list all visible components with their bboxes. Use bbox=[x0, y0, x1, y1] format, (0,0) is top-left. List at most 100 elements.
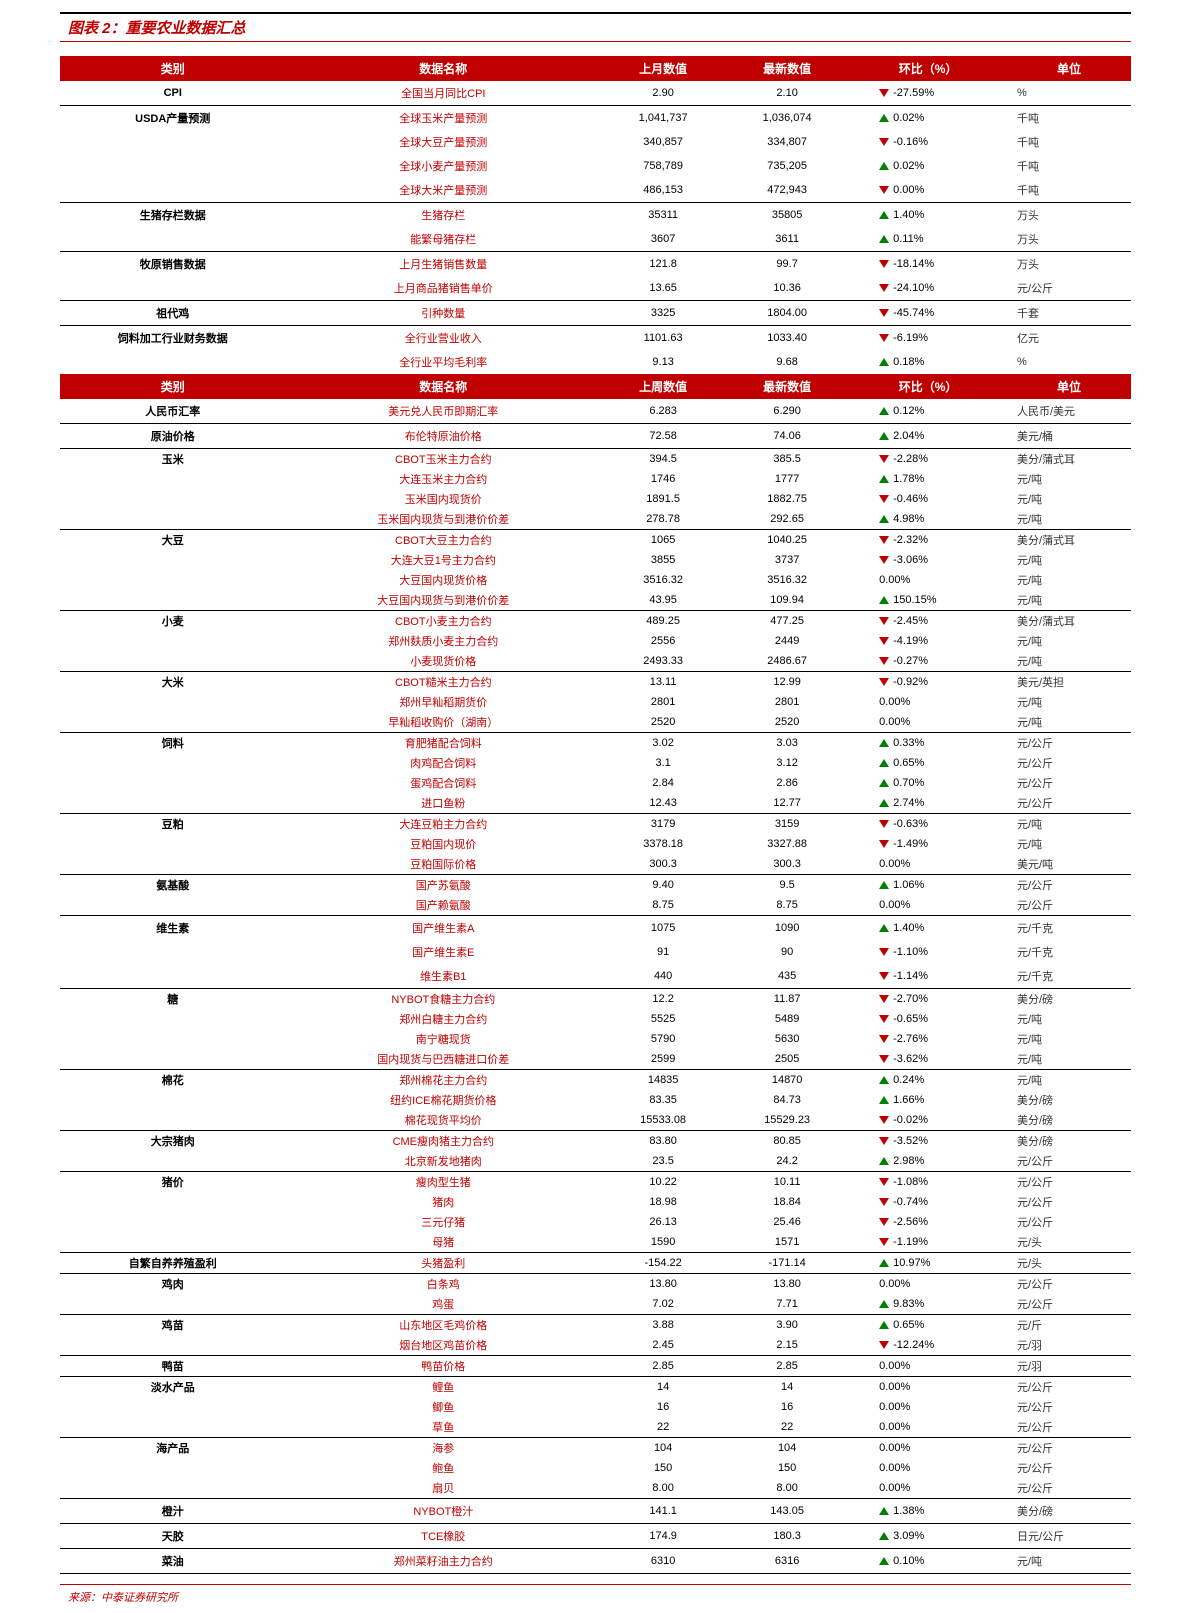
cell-name: 小麦现货价格 bbox=[285, 651, 601, 672]
table-row: 大连玉米主力合约174617771.78%元/吨 bbox=[60, 469, 1131, 489]
table-body-1: CPI全国当月同比CPI2.902.10-27.59%%USDA产量预测全球玉米… bbox=[60, 81, 1131, 374]
cell-new: 3.12 bbox=[725, 753, 849, 773]
cell-unit: 元/千克 bbox=[1007, 916, 1131, 941]
triangle-up-icon bbox=[879, 799, 889, 807]
cell-change: -2.45% bbox=[849, 611, 1007, 632]
cell-category: 维生素 bbox=[60, 916, 285, 941]
triangle-down-icon bbox=[879, 637, 889, 645]
header-unit-2: 单位 bbox=[1007, 374, 1131, 399]
cell-new: 3737 bbox=[725, 550, 849, 570]
cell-prev: 6310 bbox=[601, 1549, 725, 1574]
cell-name: 猪肉 bbox=[285, 1192, 601, 1212]
header-unit: 单位 bbox=[1007, 56, 1131, 81]
cell-change: -3.06% bbox=[849, 550, 1007, 570]
cell-change-value: -45.74% bbox=[893, 307, 934, 319]
cell-new: 2.15 bbox=[725, 1335, 849, 1356]
table-row: 猪价瘦肉型生猪10.2210.11-1.08%元/公斤 bbox=[60, 1172, 1131, 1193]
cell-unit: 元/公斤 bbox=[1007, 1417, 1131, 1438]
cell-new: 3.90 bbox=[725, 1315, 849, 1336]
cell-unit: 美元/英担 bbox=[1007, 672, 1131, 693]
cell-prev: 3179 bbox=[601, 814, 725, 835]
triangle-up-icon bbox=[879, 1259, 889, 1267]
table-row: 大米CBOT糙米主力合约13.1112.99-0.92%美元/英担 bbox=[60, 672, 1131, 693]
cell-category bbox=[60, 895, 285, 916]
cell-prev: 174.9 bbox=[601, 1524, 725, 1549]
cell-name: 早籼稻收购价（湖南） bbox=[285, 712, 601, 733]
table-row: 糖NYBOT食糖主力合约12.211.87-2.70%美分/磅 bbox=[60, 989, 1131, 1010]
cell-name: 鲫鱼 bbox=[285, 1397, 601, 1417]
cell-new: 24.2 bbox=[725, 1151, 849, 1172]
cell-change-value: 0.02% bbox=[893, 112, 924, 124]
triangle-down-icon bbox=[879, 995, 889, 1003]
table-row: 上月商品猪销售单价13.6510.36-24.10%元/公斤 bbox=[60, 276, 1131, 301]
cell-change: -1.08% bbox=[849, 1172, 1007, 1193]
header-category: 类别 bbox=[60, 56, 285, 81]
cell-name: 全国当月同比CPI bbox=[285, 81, 601, 106]
cell-name: 大豆国内现货价格 bbox=[285, 570, 601, 590]
triangle-down-icon bbox=[879, 1218, 889, 1226]
cell-new: 7.71 bbox=[725, 1294, 849, 1315]
cell-unit: 元/千克 bbox=[1007, 940, 1131, 964]
cell-change: 0.18% bbox=[849, 350, 1007, 374]
cell-name: 纽约ICE棉花期货价格 bbox=[285, 1090, 601, 1110]
table-row: 祖代鸡引种数量33251804.00-45.74%千套 bbox=[60, 301, 1131, 326]
cell-category bbox=[60, 509, 285, 530]
cell-prev: 3855 bbox=[601, 550, 725, 570]
cell-category: 大米 bbox=[60, 672, 285, 693]
cell-change-value: 0.12% bbox=[893, 405, 924, 417]
cell-unit: 千套 bbox=[1007, 301, 1131, 326]
cell-name: 豆粕国际价格 bbox=[285, 854, 601, 875]
cell-category: 生猪存栏数据 bbox=[60, 203, 285, 228]
cell-change: 0.00% bbox=[849, 1274, 1007, 1295]
cell-name: 头猪盈利 bbox=[285, 1253, 601, 1274]
cell-unit: 元/吨 bbox=[1007, 651, 1131, 672]
table-row: 草鱼22220.00%元/公斤 bbox=[60, 1417, 1131, 1438]
triangle-down-icon bbox=[879, 455, 889, 463]
cell-unit: 元/斤 bbox=[1007, 1315, 1131, 1336]
cell-category: 大豆 bbox=[60, 530, 285, 551]
cell-change-value: 150.15% bbox=[893, 594, 936, 606]
table-row: 豆粕大连豆粕主力合约31793159-0.63%元/吨 bbox=[60, 814, 1131, 835]
cell-prev: 13.65 bbox=[601, 276, 725, 301]
header-change-2: 环比（%） bbox=[849, 374, 1007, 399]
table-row: 南宁糖现货57905630-2.76%元/吨 bbox=[60, 1029, 1131, 1049]
cell-unit: 元/公斤 bbox=[1007, 895, 1131, 916]
cell-new: 6316 bbox=[725, 1549, 849, 1574]
cell-change-value: -0.92% bbox=[893, 676, 928, 688]
cell-unit: 元/吨 bbox=[1007, 692, 1131, 712]
table-row: 鸡蛋7.027.719.83%元/公斤 bbox=[60, 1294, 1131, 1315]
cell-unit: 元/吨 bbox=[1007, 631, 1131, 651]
triangle-up-icon bbox=[879, 1532, 889, 1540]
cell-name: 蛋鸡配合饲料 bbox=[285, 773, 601, 793]
cell-unit: 美元/桶 bbox=[1007, 424, 1131, 449]
cell-change: -27.59% bbox=[849, 81, 1007, 106]
triangle-down-icon bbox=[879, 309, 889, 317]
cell-name: 国产赖氨酸 bbox=[285, 895, 601, 916]
cell-prev: 1101.63 bbox=[601, 326, 725, 351]
cell-category bbox=[60, 489, 285, 509]
cell-unit: 千吨 bbox=[1007, 154, 1131, 178]
cell-prev: 91 bbox=[601, 940, 725, 964]
cell-name: 国产维生素E bbox=[285, 940, 601, 964]
cell-change-value: 1.06% bbox=[893, 879, 924, 891]
cell-change: 0.00% bbox=[849, 1478, 1007, 1499]
cell-new: 12.77 bbox=[725, 793, 849, 814]
cell-category bbox=[60, 793, 285, 814]
cell-name: 郑州麸质小麦主力合约 bbox=[285, 631, 601, 651]
cell-name: 豆粕国内现价 bbox=[285, 834, 601, 854]
cell-change-value: 2.98% bbox=[893, 1155, 924, 1167]
cell-new: 477.25 bbox=[725, 611, 849, 632]
cell-prev: 12.2 bbox=[601, 989, 725, 1010]
cell-name: 大连大豆1号主力合约 bbox=[285, 550, 601, 570]
cell-new: 10.36 bbox=[725, 276, 849, 301]
table-row: 扇贝8.008.000.00%元/公斤 bbox=[60, 1478, 1131, 1499]
cell-change-value: 0.11% bbox=[893, 233, 923, 245]
cell-name: 三元仔猪 bbox=[285, 1212, 601, 1232]
cell-prev: 15533.08 bbox=[601, 1110, 725, 1131]
triangle-up-icon bbox=[879, 1507, 889, 1515]
cell-change-value: 0.00% bbox=[879, 696, 910, 708]
cell-prev: 1,041,737 bbox=[601, 106, 725, 131]
cell-change-value: 1.40% bbox=[893, 922, 924, 934]
cell-name: 鸡蛋 bbox=[285, 1294, 601, 1315]
cell-change: -0.65% bbox=[849, 1009, 1007, 1029]
